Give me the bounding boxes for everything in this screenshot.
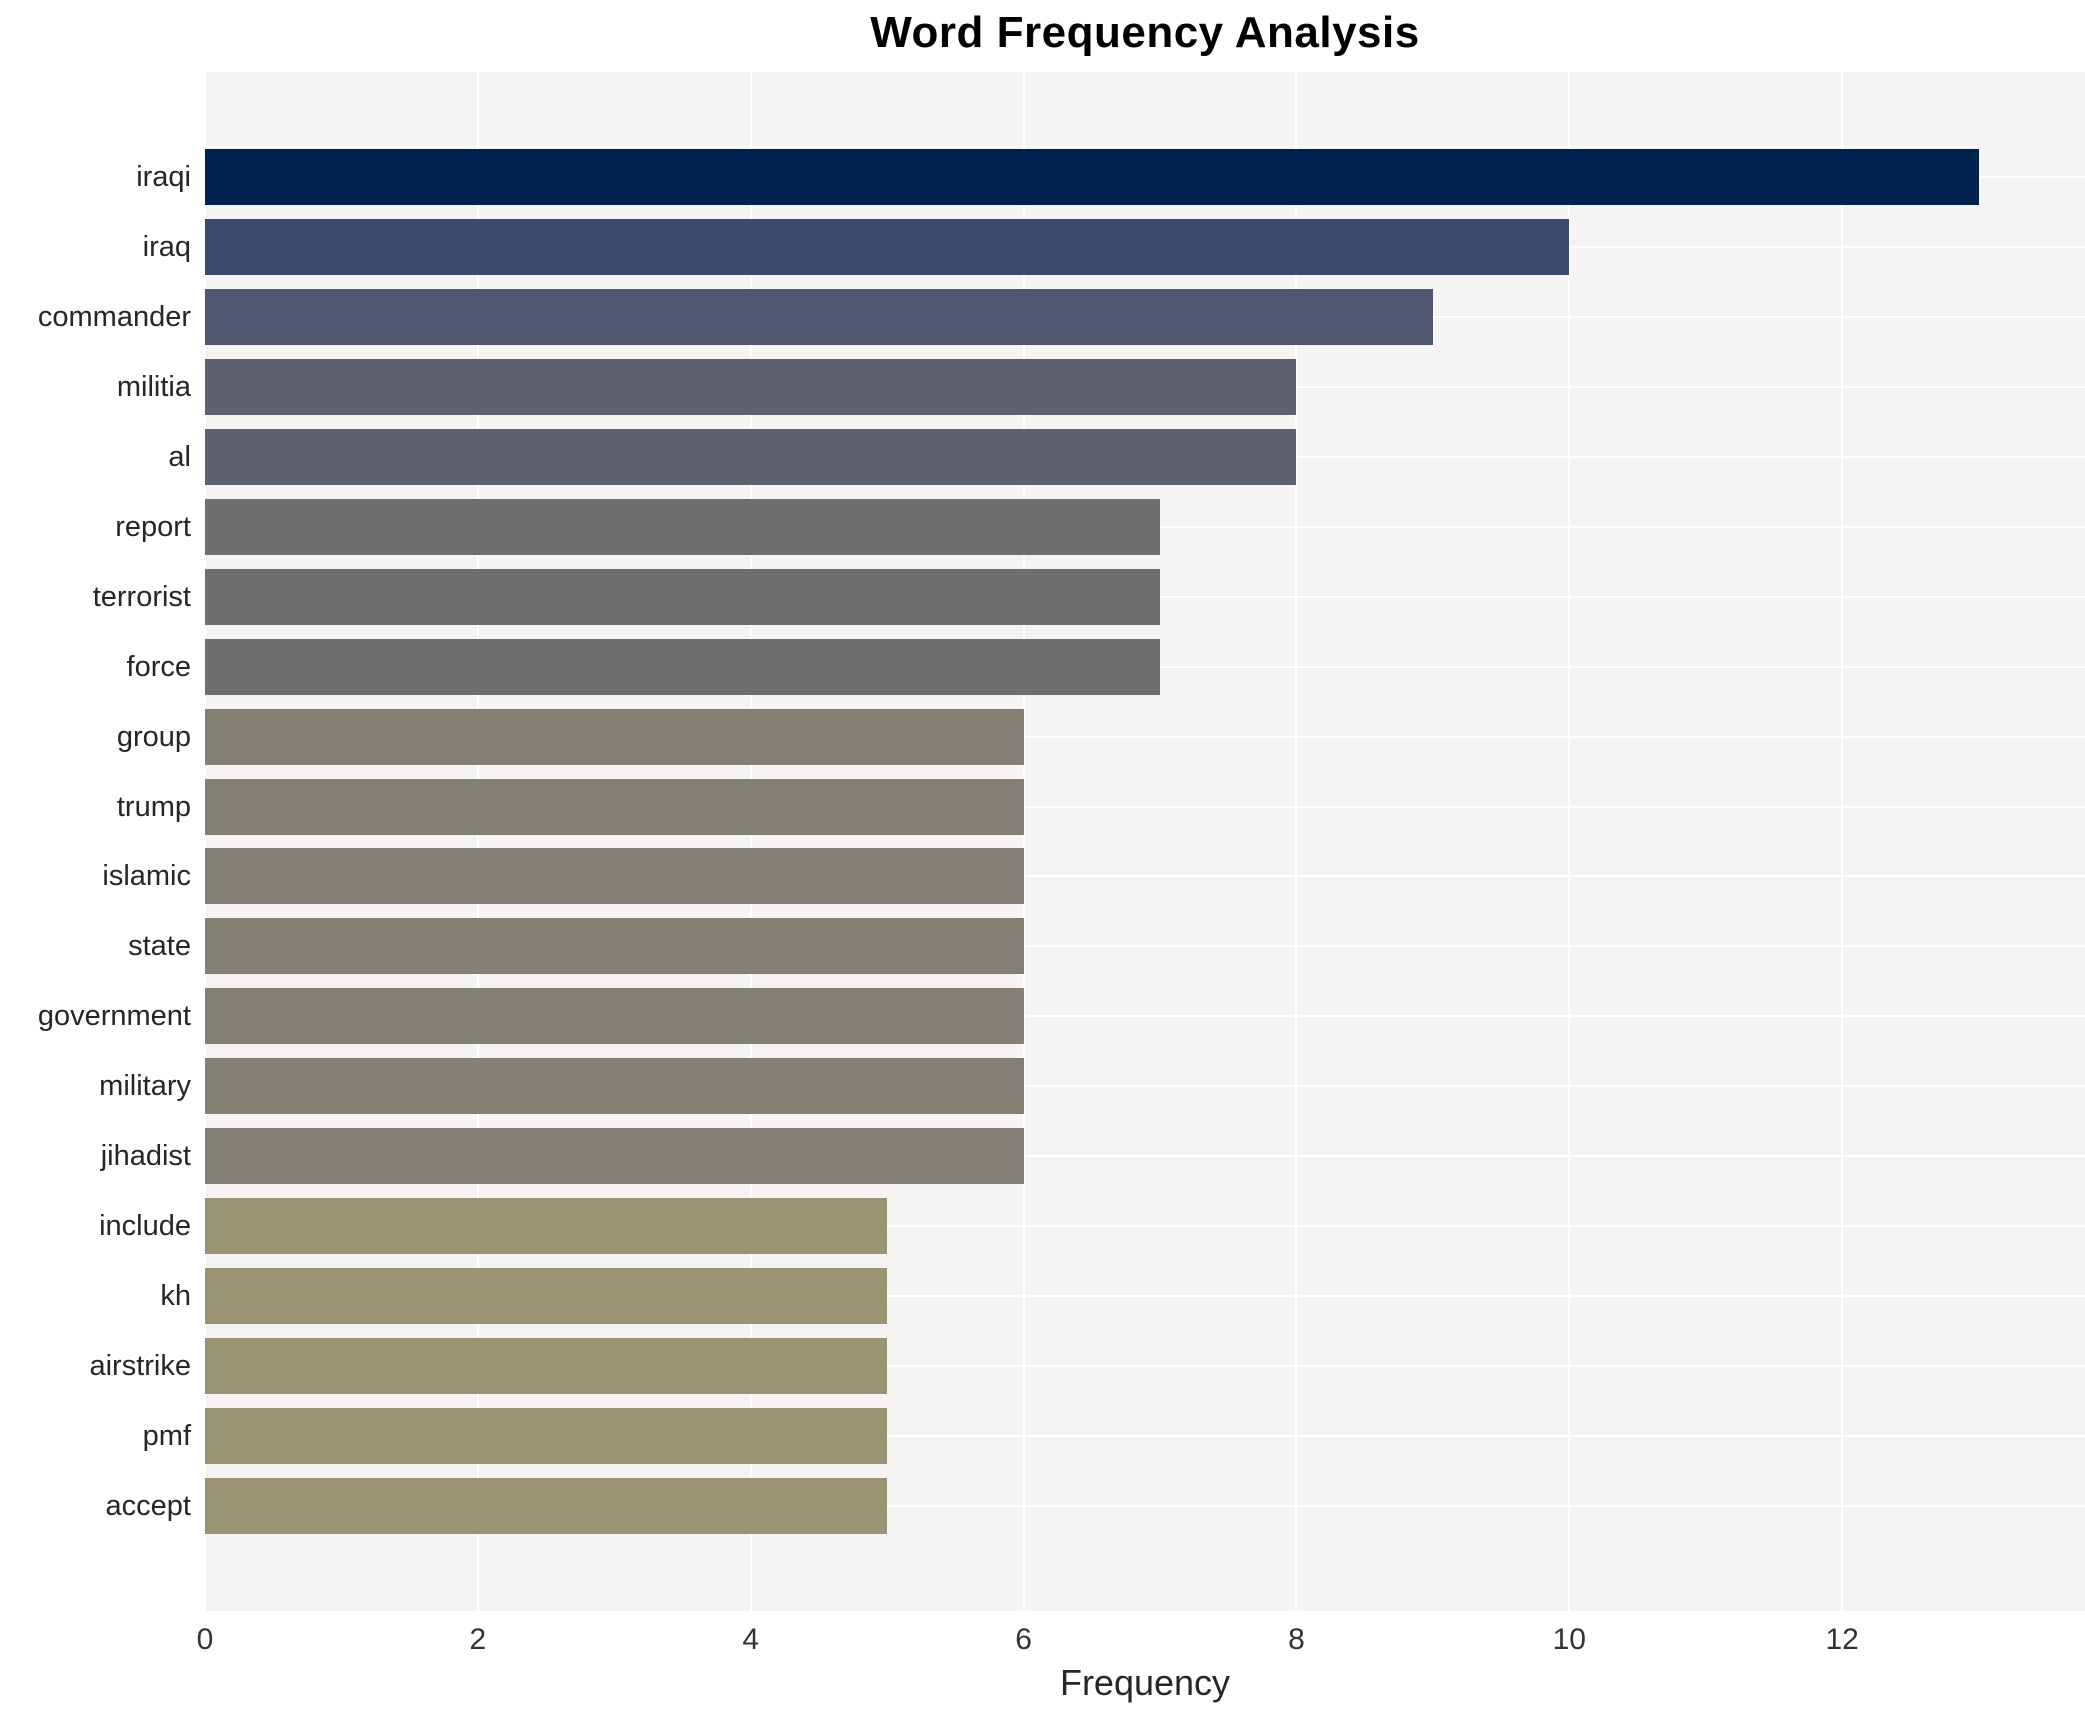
- y-tick-label-jihadist: jihadist: [100, 1140, 191, 1173]
- chart-title: Word Frequency Analysis: [870, 8, 1420, 57]
- vertical-gridline: [476, 72, 479, 1611]
- y-tick-label-iraq: iraq: [142, 230, 191, 263]
- bar-kh: [205, 1268, 888, 1325]
- bar-report: [205, 498, 1160, 555]
- x-tick-label-10: 10: [1552, 1623, 1586, 1656]
- vertical-gridline: [204, 72, 206, 1611]
- horizontal-gridline: [205, 1015, 2085, 1018]
- bar-iraq: [205, 218, 1570, 275]
- y-tick-label-airstrike: airstrike: [89, 1350, 191, 1383]
- horizontal-gridline: [205, 805, 2085, 808]
- vertical-gridline: [1841, 72, 1844, 1611]
- bar-group: [205, 708, 1024, 765]
- bar-government: [205, 988, 1024, 1045]
- bar-force: [205, 638, 1160, 695]
- y-tick-label-commander: commander: [37, 300, 191, 333]
- horizontal-gridline: [205, 945, 2085, 948]
- x-tick-label-12: 12: [1825, 1623, 1859, 1656]
- y-tick-label-pmf: pmf: [142, 1420, 191, 1453]
- y-tick-label-state: state: [128, 930, 191, 963]
- horizontal-gridline: [205, 735, 2085, 738]
- bar-militia: [205, 358, 1297, 415]
- y-tick-label-accept: accept: [105, 1490, 191, 1523]
- y-tick-label-al: al: [168, 440, 191, 473]
- horizontal-gridline: [205, 875, 2085, 878]
- y-tick-label-islamic: islamic: [102, 860, 191, 893]
- horizontal-gridline: [205, 1295, 2085, 1298]
- y-tick-label-kh: kh: [160, 1280, 191, 1313]
- y-tick-label-trump: trump: [116, 790, 191, 823]
- x-tick-label-0: 0: [196, 1623, 214, 1656]
- x-tick-label-8: 8: [1288, 1623, 1305, 1656]
- y-tick-label-report: report: [115, 510, 191, 543]
- vertical-gridline: [749, 72, 752, 1611]
- vertical-gridline: [1568, 72, 1571, 1611]
- vertical-gridline: [1022, 72, 1025, 1611]
- y-tick-label-terrorist: terrorist: [92, 580, 191, 613]
- bar-military: [205, 1058, 1024, 1115]
- y-tick-label-force: force: [126, 650, 191, 683]
- bar-include: [205, 1198, 888, 1255]
- x-tick-label-6: 6: [1015, 1623, 1032, 1656]
- bar-state: [205, 918, 1024, 975]
- bar-airstrike: [205, 1338, 888, 1395]
- horizontal-gridline: [205, 1365, 2085, 1368]
- horizontal-gridline: [205, 1225, 2085, 1228]
- bar-accept: [205, 1478, 888, 1535]
- horizontal-gridline: [205, 1435, 2085, 1438]
- x-tick-label-4: 4: [742, 1623, 760, 1656]
- bar-jihadist: [205, 1128, 1024, 1185]
- bar-pmf: [205, 1408, 888, 1465]
- vertical-gridline: [1295, 72, 1298, 1611]
- y-tick-label-group: group: [116, 720, 191, 753]
- bar-terrorist: [205, 568, 1160, 625]
- y-tick-label-government: government: [37, 1000, 191, 1033]
- x-tick-label-2: 2: [469, 1623, 487, 1656]
- horizontal-gridline: [205, 1085, 2085, 1088]
- x-axis-title: Frequency: [1059, 1662, 1231, 1703]
- bar-iraqi: [205, 148, 1979, 205]
- bar-islamic: [205, 848, 1024, 905]
- bar-trump: [205, 778, 1024, 835]
- plot-area: [204, 72, 2085, 1611]
- y-tick-label-include: include: [99, 1210, 191, 1243]
- y-tick-label-militia: militia: [116, 370, 191, 403]
- horizontal-gridline: [205, 1155, 2085, 1158]
- horizontal-gridline: [205, 1505, 2085, 1508]
- bar-al: [205, 428, 1297, 485]
- y-tick-label-military: military: [99, 1070, 191, 1103]
- y-tick-label-iraqi: iraqi: [136, 160, 191, 193]
- bar-commander: [205, 288, 1433, 345]
